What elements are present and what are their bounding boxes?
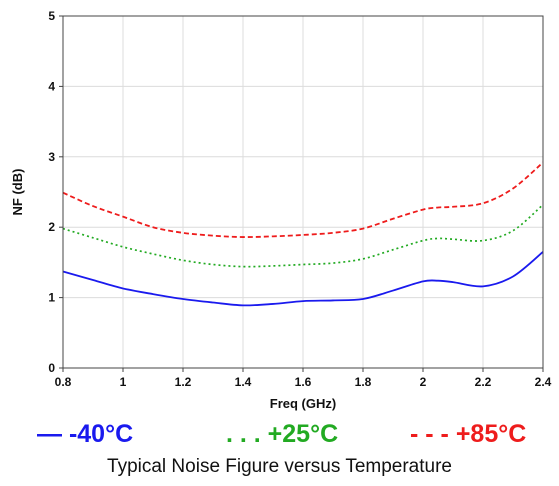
y-tick-label: 1 <box>48 291 55 305</box>
series-line-plus25 <box>62 204 544 268</box>
x-tick-label: 2.4 <box>535 375 552 389</box>
y-tick-label: 5 <box>48 9 55 23</box>
grid-lines <box>59 15 544 372</box>
y-tick-labels: 0 1 2 3 4 5 <box>48 9 55 375</box>
y-tick-label: 3 <box>48 150 55 164</box>
x-axis-label: Freq (GHz) <box>270 396 336 411</box>
legend: — -40°C . . . +25°C - - - +85°C <box>0 420 559 454</box>
y-axis-label: NF (dB) <box>10 169 25 216</box>
legend-series-plus25: . . . +25°C <box>226 420 339 448</box>
series-line-plus85 <box>62 161 544 238</box>
x-tick-label: 1.2 <box>175 375 192 389</box>
noise-figure-chart: 0.8 1 1.2 1.4 1.6 1.8 2 2.2 2.4 0 1 2 3 4 5 Freq (GHz… <box>10 9 552 411</box>
x-tick-label: 2.2 <box>475 375 492 389</box>
x-tick-label: 1.6 <box>295 375 312 389</box>
plot-frame <box>62 15 544 369</box>
legend-series-minus40: — -40°C <box>37 420 134 448</box>
y-tick-label: 4 <box>48 79 55 93</box>
y-tick-label: 0 <box>48 361 55 375</box>
y-tick-label: 2 <box>48 220 55 234</box>
x-tick-label: 1 <box>120 375 127 389</box>
x-tick-label: 2 <box>420 375 427 389</box>
x-tick-label: 0.8 <box>55 375 72 389</box>
x-tick-label: 1.4 <box>235 375 252 389</box>
x-tick-labels: 0.8 1 1.2 1.4 1.6 1.8 2 2.2 2.4 <box>55 375 552 389</box>
series-lines <box>62 161 544 307</box>
x-tick-label: 1.8 <box>355 375 372 389</box>
series-line-minus40 <box>62 251 544 307</box>
legend-series-plus85: - - - +85°C <box>410 420 527 448</box>
figure-caption: Typical Noise Figure versus Temperature <box>107 456 452 477</box>
